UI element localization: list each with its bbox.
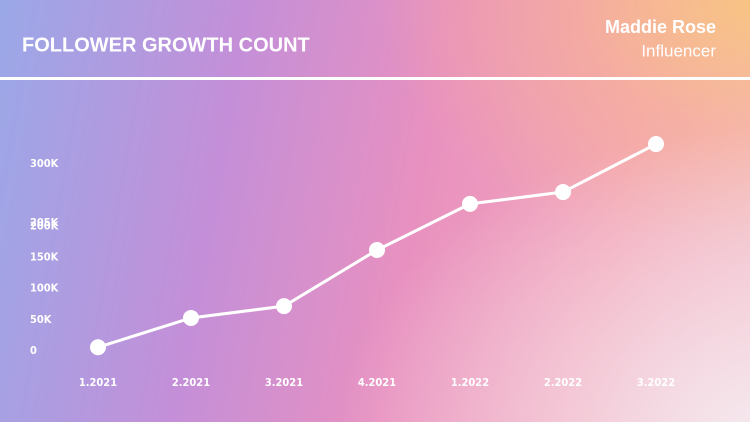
author-name: Maddie Rose <box>605 17 716 37</box>
point <box>369 242 385 259</box>
x-tick-label: 4.2021 <box>358 376 396 389</box>
point <box>276 298 292 315</box>
author-role: Influencer <box>641 41 716 60</box>
x-tick-label: 2.2022 <box>544 376 582 389</box>
point <box>183 309 199 326</box>
y-tick-label: 300K <box>30 157 59 170</box>
y-tick-label: 200K <box>30 219 59 232</box>
point <box>462 195 478 212</box>
divider <box>0 77 750 80</box>
chart-title: FOLLOWER GROWTH COUNT <box>22 34 310 56</box>
y-tick-label: 0 <box>30 344 37 357</box>
point <box>555 184 571 201</box>
y-tick-label: 205K <box>30 216 59 229</box>
x-tick-label: 3.2021 <box>265 376 303 389</box>
x-tick-label: 3.2022 <box>637 376 675 389</box>
x-tick-label: 2.2021 <box>172 376 210 389</box>
y-tick-label: 100K <box>30 282 59 295</box>
x-tick-label: 1.2022 <box>451 376 489 389</box>
point <box>90 339 106 356</box>
point <box>648 136 664 153</box>
y-tick-label: 50K <box>30 313 52 326</box>
y-tick-label: 150K <box>30 251 59 264</box>
x-tick-label: 1.2021 <box>79 376 117 389</box>
